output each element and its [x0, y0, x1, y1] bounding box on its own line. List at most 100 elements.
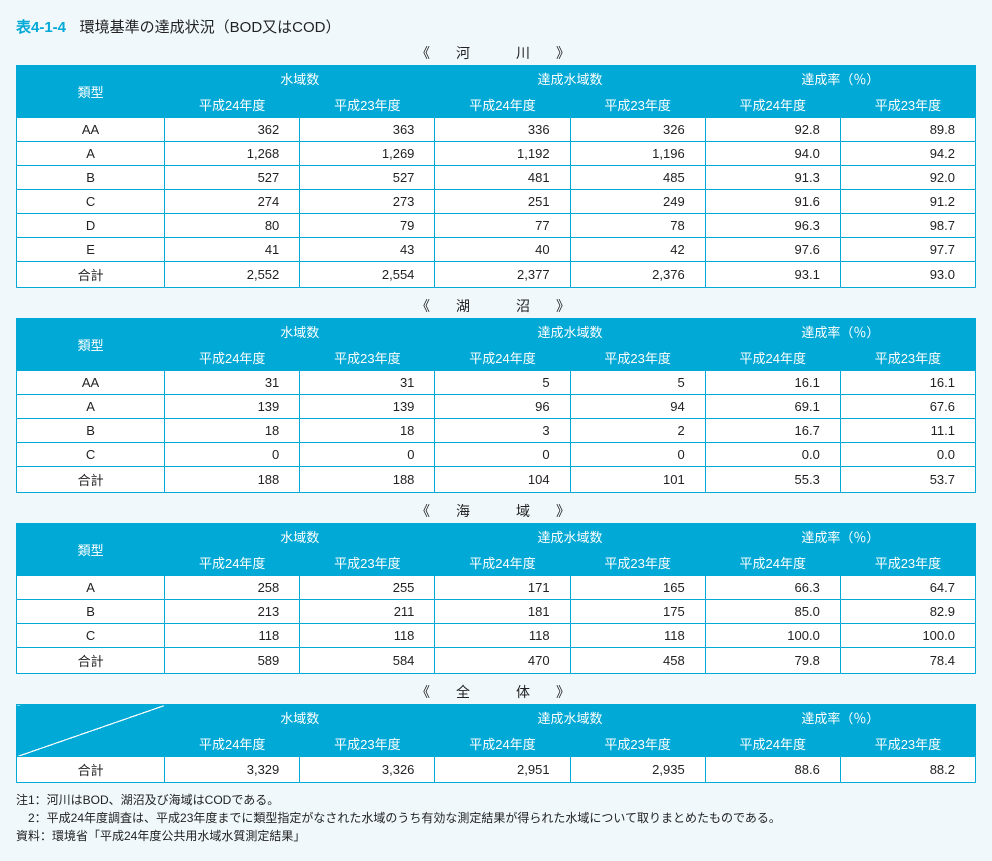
cell-value: 0.0 — [705, 443, 840, 467]
row-category: B — [17, 419, 165, 443]
cell-value: 139 — [165, 395, 300, 419]
cell-value: 94 — [570, 395, 705, 419]
col-year: 平成24年度 — [705, 92, 840, 118]
row-category: A — [17, 395, 165, 419]
table-row: AA31315516.116.1 — [17, 371, 976, 395]
row-category: B — [17, 600, 165, 624]
cell-value: 3,329 — [165, 757, 300, 783]
data-table: 類型水域数達成水域数達成率（％）平成24年度平成23年度平成24年度平成23年度… — [16, 65, 976, 288]
cell-value: 118 — [435, 624, 570, 648]
cell-value: 18 — [300, 419, 435, 443]
col-year: 平成24年度 — [165, 92, 300, 118]
col-year: 平成23年度 — [300, 92, 435, 118]
cell-value: 1,196 — [570, 142, 705, 166]
cell-value: 79.8 — [705, 648, 840, 674]
cell-value: 362 — [165, 118, 300, 142]
cell-value: 88.6 — [705, 757, 840, 783]
cell-value: 101 — [570, 467, 705, 493]
row-category: C — [17, 443, 165, 467]
col-group: 達成率（％） — [705, 524, 975, 550]
table-title: 環境基準の達成状況（BOD又はCOD） — [80, 19, 341, 36]
cell-value: 94.0 — [705, 142, 840, 166]
row-category: A — [17, 576, 165, 600]
cell-value: 118 — [165, 624, 300, 648]
table-row: D8079777896.398.7 — [17, 214, 976, 238]
col-year: 平成24年度 — [165, 345, 300, 371]
cell-value: 2,951 — [435, 757, 570, 783]
col-type: 類型 — [17, 524, 165, 576]
col-group: 達成水域数 — [435, 319, 705, 345]
cell-value: 96.3 — [705, 214, 840, 238]
cell-value: 255 — [300, 576, 435, 600]
col-year: 平成24年度 — [165, 550, 300, 576]
col-year: 平成24年度 — [705, 731, 840, 757]
table-row: A139139969469.167.6 — [17, 395, 976, 419]
col-group: 水域数 — [165, 705, 435, 731]
cell-value: 80 — [165, 214, 300, 238]
col-year: 平成23年度 — [840, 550, 975, 576]
cell-value: 92.8 — [705, 118, 840, 142]
cell-value: 91.2 — [840, 190, 975, 214]
cell-value: 165 — [570, 576, 705, 600]
note-2: 2：平成24年度調査は、平成23年度までに類型指定がなされた水域のうち有効な測定… — [16, 809, 976, 827]
col-group: 水域数 — [165, 319, 435, 345]
cell-value: 118 — [570, 624, 705, 648]
cell-value: 16.1 — [705, 371, 840, 395]
cell-value: 188 — [165, 467, 300, 493]
col-group: 達成率（％） — [705, 705, 975, 731]
row-category: E — [17, 238, 165, 262]
col-group: 達成率（％） — [705, 319, 975, 345]
col-year: 平成24年度 — [435, 345, 570, 371]
cell-value: 2,552 — [165, 262, 300, 288]
cell-value: 258 — [165, 576, 300, 600]
cell-value: 0.0 — [840, 443, 975, 467]
row-category: 合計 — [17, 467, 165, 493]
cell-value: 527 — [165, 166, 300, 190]
cell-value: 82.9 — [840, 600, 975, 624]
col-year: 平成24年度 — [435, 731, 570, 757]
col-year: 平成23年度 — [570, 731, 705, 757]
col-group: 達成水域数 — [435, 66, 705, 92]
row-category: 合計 — [17, 262, 165, 288]
table-row: 合計58958447045879.878.4 — [17, 648, 976, 674]
col-year: 平成23年度 — [840, 731, 975, 757]
cell-value: 93.1 — [705, 262, 840, 288]
col-year: 平成23年度 — [840, 345, 975, 371]
col-year: 平成24年度 — [435, 92, 570, 118]
cell-value: 139 — [300, 395, 435, 419]
cell-value: 485 — [570, 166, 705, 190]
cell-value: 31 — [300, 371, 435, 395]
section-caption: 《 湖 沼 》 — [16, 296, 976, 316]
cell-value: 3 — [435, 419, 570, 443]
col-year: 平成24年度 — [705, 550, 840, 576]
cell-value: 118 — [300, 624, 435, 648]
row-category: AA — [17, 118, 165, 142]
cell-value: 91.3 — [705, 166, 840, 190]
cell-value: 5 — [570, 371, 705, 395]
cell-value: 188 — [300, 467, 435, 493]
col-year: 平成23年度 — [300, 731, 435, 757]
table-row: C27427325124991.691.2 — [17, 190, 976, 214]
col-year: 平成23年度 — [570, 345, 705, 371]
table-row: B52752748148591.392.0 — [17, 166, 976, 190]
table-row: AA36236333632692.889.8 — [17, 118, 976, 142]
col-year: 平成23年度 — [570, 92, 705, 118]
cell-value: 66.3 — [705, 576, 840, 600]
cell-value: 89.8 — [840, 118, 975, 142]
cell-value: 104 — [435, 467, 570, 493]
section-caption: 《 河 川 》 — [16, 43, 976, 63]
row-category: AA — [17, 371, 165, 395]
col-group: 達成水域数 — [435, 705, 705, 731]
cell-value: 2 — [570, 419, 705, 443]
col-year: 平成24年度 — [705, 345, 840, 371]
cell-value: 1,268 — [165, 142, 300, 166]
cell-value: 584 — [300, 648, 435, 674]
table-row: E4143404297.697.7 — [17, 238, 976, 262]
cell-value: 40 — [435, 238, 570, 262]
row-category: C — [17, 190, 165, 214]
cell-value: 16.1 — [840, 371, 975, 395]
cell-value: 0 — [300, 443, 435, 467]
cell-value: 100.0 — [840, 624, 975, 648]
cell-value: 171 — [435, 576, 570, 600]
cell-value: 88.2 — [840, 757, 975, 783]
